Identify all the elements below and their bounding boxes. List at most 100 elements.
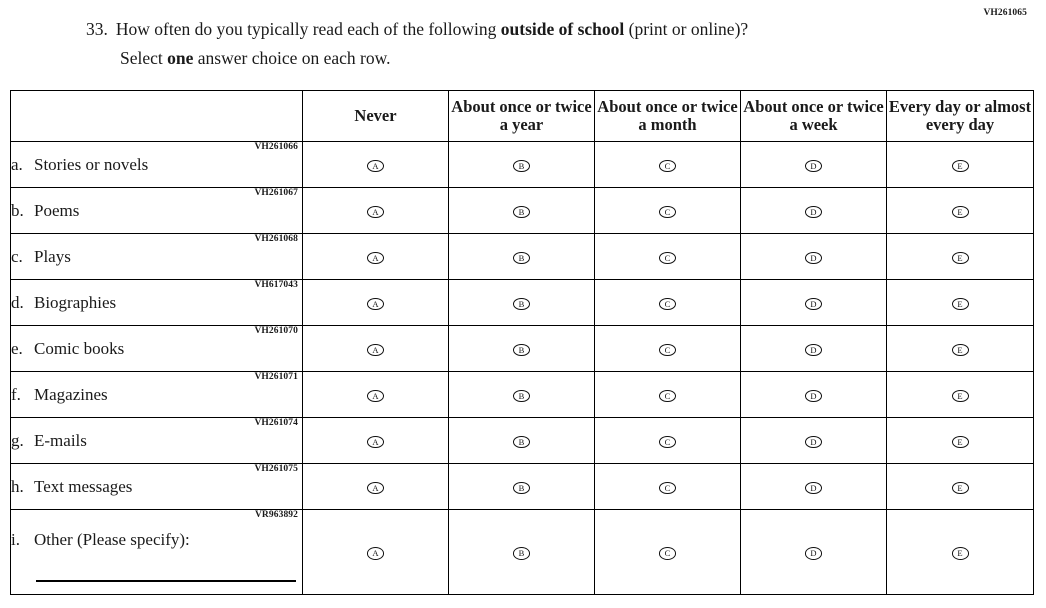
column-header-never: Never	[302, 90, 449, 142]
answer-option-cell[interactable]: E	[886, 463, 1034, 510]
answer-bubble-d[interactable]: D	[805, 159, 822, 172]
answer-option-cell[interactable]: E	[886, 279, 1034, 326]
answer-bubble-e[interactable]: E	[951, 159, 969, 172]
answer-bubble-b[interactable]: B	[513, 251, 530, 264]
other-writein-field[interactable]	[36, 579, 296, 582]
answer-bubble-b[interactable]: B	[513, 547, 530, 560]
answer-bubble-a[interactable]: A	[367, 251, 384, 264]
answer-bubble-e[interactable]: E	[951, 343, 969, 356]
answer-option-cell[interactable]: A	[302, 325, 449, 372]
answer-option-cell[interactable]: E	[886, 371, 1034, 418]
answer-bubble-a[interactable]: A	[367, 547, 384, 560]
question-text-part1: How often do you typically read each of …	[115, 19, 501, 39]
answer-bubble-d[interactable]: D	[805, 205, 822, 218]
answer-option-cell[interactable]: D	[740, 509, 887, 595]
table-row: VH261068 c. Plays A B C D E	[10, 233, 1034, 280]
answer-bubble-b[interactable]: B	[513, 297, 530, 310]
answer-option-cell[interactable]: D	[740, 463, 887, 510]
answer-option-cell[interactable]: A	[302, 371, 449, 418]
answer-option-cell[interactable]: A	[302, 141, 449, 188]
answer-option-cell[interactable]: B	[448, 233, 595, 280]
answer-bubble-c[interactable]: C	[659, 389, 676, 402]
answer-bubble-b[interactable]: B	[513, 389, 530, 402]
answer-option-cell[interactable]: B	[448, 509, 595, 595]
answer-bubble-c[interactable]: C	[659, 205, 676, 218]
answer-bubble-b[interactable]: B	[513, 159, 530, 172]
answer-option-cell[interactable]: C	[594, 187, 741, 234]
answer-option-cell[interactable]: A	[302, 233, 449, 280]
column-header-once-twice-month: About once or twice a month	[594, 90, 741, 142]
table-row: VH261074 g. E-mails A B C D E	[10, 417, 1034, 464]
answer-bubble-a[interactable]: A	[367, 159, 384, 172]
answer-option-cell[interactable]: A	[302, 463, 449, 510]
answer-bubble-a[interactable]: A	[367, 481, 384, 494]
answer-bubble-a[interactable]: A	[367, 389, 384, 402]
answer-option-cell[interactable]: A	[302, 509, 449, 595]
answer-option-cell[interactable]: D	[740, 187, 887, 234]
answer-option-cell[interactable]: C	[594, 509, 741, 595]
answer-bubble-d[interactable]: D	[805, 389, 822, 402]
answer-option-cell[interactable]: B	[448, 187, 595, 234]
answer-option-cell[interactable]: E	[886, 233, 1034, 280]
answer-option-cell[interactable]: D	[740, 371, 887, 418]
answer-bubble-a[interactable]: A	[367, 343, 384, 356]
answer-option-cell[interactable]: A	[302, 279, 449, 326]
answer-bubble-c[interactable]: C	[659, 481, 676, 494]
answer-bubble-b[interactable]: B	[513, 205, 530, 218]
answer-option-cell[interactable]: E	[886, 325, 1034, 372]
answer-bubble-c[interactable]: C	[659, 251, 676, 264]
answer-bubble-c[interactable]: C	[659, 343, 676, 356]
answer-option-cell[interactable]: C	[594, 417, 741, 464]
answer-bubble-c[interactable]: C	[659, 297, 676, 310]
answer-option-cell[interactable]: E	[886, 187, 1034, 234]
answer-bubble-d[interactable]: D	[805, 547, 822, 560]
answer-option-cell[interactable]: B	[448, 463, 595, 510]
answer-bubble-c[interactable]: C	[659, 547, 676, 560]
question-text-emphasis: outside of school	[500, 19, 625, 39]
answer-option-cell[interactable]: A	[302, 417, 449, 464]
answer-option-cell[interactable]: B	[448, 279, 595, 326]
answer-option-cell[interactable]: C	[594, 371, 741, 418]
answer-option-cell[interactable]: C	[594, 233, 741, 280]
answer-bubble-a[interactable]: A	[367, 435, 384, 448]
answer-bubble-c[interactable]: C	[659, 435, 676, 448]
answer-option-cell[interactable]: C	[594, 279, 741, 326]
answer-option-cell[interactable]: A	[302, 187, 449, 234]
answer-bubble-e[interactable]: E	[951, 435, 969, 448]
answer-bubble-b[interactable]: B	[513, 481, 530, 494]
answer-bubble-c[interactable]: C	[659, 159, 676, 172]
answer-option-cell[interactable]: D	[740, 233, 887, 280]
answer-option-cell[interactable]: D	[740, 417, 887, 464]
answer-bubble-a[interactable]: A	[367, 297, 384, 310]
answer-option-cell[interactable]: E	[886, 141, 1034, 188]
column-header-once-twice-week: About once or twice a week	[740, 90, 887, 142]
answer-bubble-d[interactable]: D	[805, 297, 822, 310]
answer-bubble-d[interactable]: D	[805, 343, 822, 356]
row-label-cell: VH261066 a. Stories or novels	[10, 141, 303, 188]
answer-bubble-b[interactable]: B	[513, 435, 530, 448]
answer-option-cell[interactable]: B	[448, 371, 595, 418]
answer-option-cell[interactable]: D	[740, 325, 887, 372]
answer-option-cell[interactable]: B	[448, 325, 595, 372]
answer-option-cell[interactable]: D	[740, 279, 887, 326]
answer-option-cell[interactable]: C	[594, 463, 741, 510]
answer-option-cell[interactable]: C	[594, 325, 741, 372]
answer-bubble-e[interactable]: E	[951, 481, 969, 494]
answer-bubble-e[interactable]: E	[951, 297, 969, 310]
answer-option-cell[interactable]: E	[886, 417, 1034, 464]
answer-bubble-e[interactable]: E	[951, 547, 969, 560]
question-number: 33.	[86, 19, 108, 39]
answer-option-cell[interactable]: C	[594, 141, 741, 188]
answer-bubble-a[interactable]: A	[367, 205, 384, 218]
answer-bubble-d[interactable]: D	[805, 435, 822, 448]
answer-option-cell[interactable]: D	[740, 141, 887, 188]
answer-bubble-e[interactable]: E	[951, 389, 969, 402]
answer-bubble-b[interactable]: B	[513, 343, 530, 356]
answer-bubble-d[interactable]: D	[805, 481, 822, 494]
answer-bubble-e[interactable]: E	[951, 205, 969, 218]
answer-option-cell[interactable]: B	[448, 417, 595, 464]
answer-option-cell[interactable]: B	[448, 141, 595, 188]
answer-bubble-e[interactable]: E	[951, 251, 969, 264]
answer-option-cell[interactable]: E	[886, 509, 1034, 595]
answer-bubble-d[interactable]: D	[805, 251, 822, 264]
